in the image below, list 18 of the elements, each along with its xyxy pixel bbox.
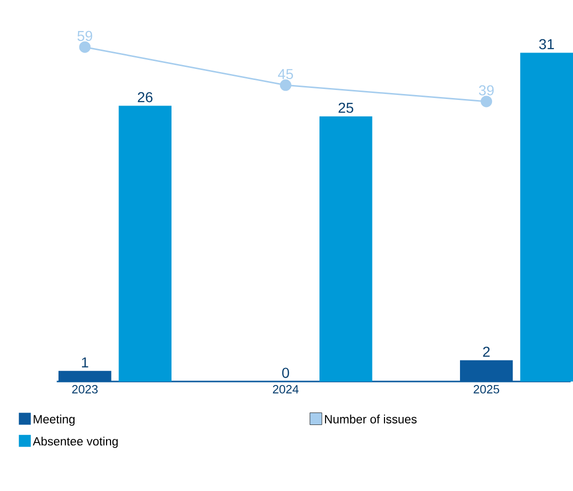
legend-label: Number of issues (325, 414, 417, 424)
data-label: 45 (278, 69, 294, 80)
data-label: 25 (338, 102, 354, 113)
legend-label: Absentee voting (32, 436, 118, 448)
x-tick-label: 2024 (272, 384, 299, 394)
data-label: 2 (483, 346, 490, 357)
data-label: 26 (138, 92, 152, 102)
bar (118, 106, 172, 382)
x-tick-label: 2025 (474, 384, 500, 394)
bar (520, 52, 573, 382)
data-label: 1 (82, 357, 88, 368)
data-label: 59 (77, 30, 92, 42)
legend-label: Meeting (34, 414, 75, 426)
data-label: 39 (478, 85, 494, 96)
data-label: 0 (282, 368, 290, 378)
x-tick-label: 2023 (72, 384, 98, 394)
data-label: 31 (539, 39, 554, 50)
bar (319, 116, 372, 382)
